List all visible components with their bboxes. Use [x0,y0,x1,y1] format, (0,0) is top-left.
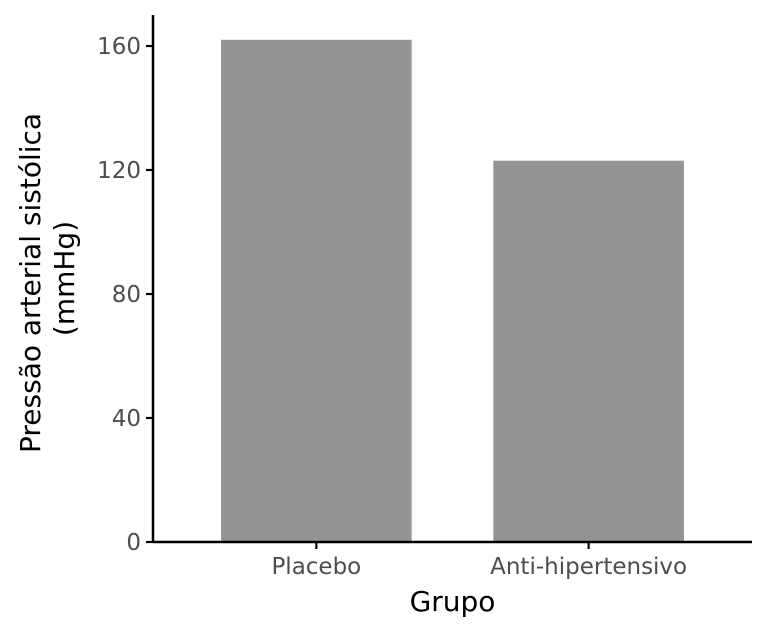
bars-group [221,39,684,543]
x-axis-title: Grupo [410,585,496,618]
y-tick-label-80: 80 [112,282,141,308]
y-axis-title-line-1: Pressão arterial sistólica [14,113,47,453]
y-tick-label-40: 40 [112,406,141,432]
x-tick-label-anti-hipertensivo: Anti-hipertensivo [490,554,687,580]
bar-placebo [221,39,412,543]
y-tick-label-0: 0 [126,530,141,556]
y-axis-title-line-2: (mmHg) [48,221,81,336]
x-tick-label-placebo: Placebo [271,554,361,580]
y-axis-title: Pressão arterial sistólica (mmHg) [14,104,81,453]
y-axis: 0 40 80 120 160 [97,15,155,556]
y-tick-label-160: 160 [97,34,141,60]
bar-anti-hipertensivo [493,160,684,542]
y-tick-label-120: 120 [97,158,141,184]
x-axis: Placebo Anti-hipertensivo [153,540,752,580]
